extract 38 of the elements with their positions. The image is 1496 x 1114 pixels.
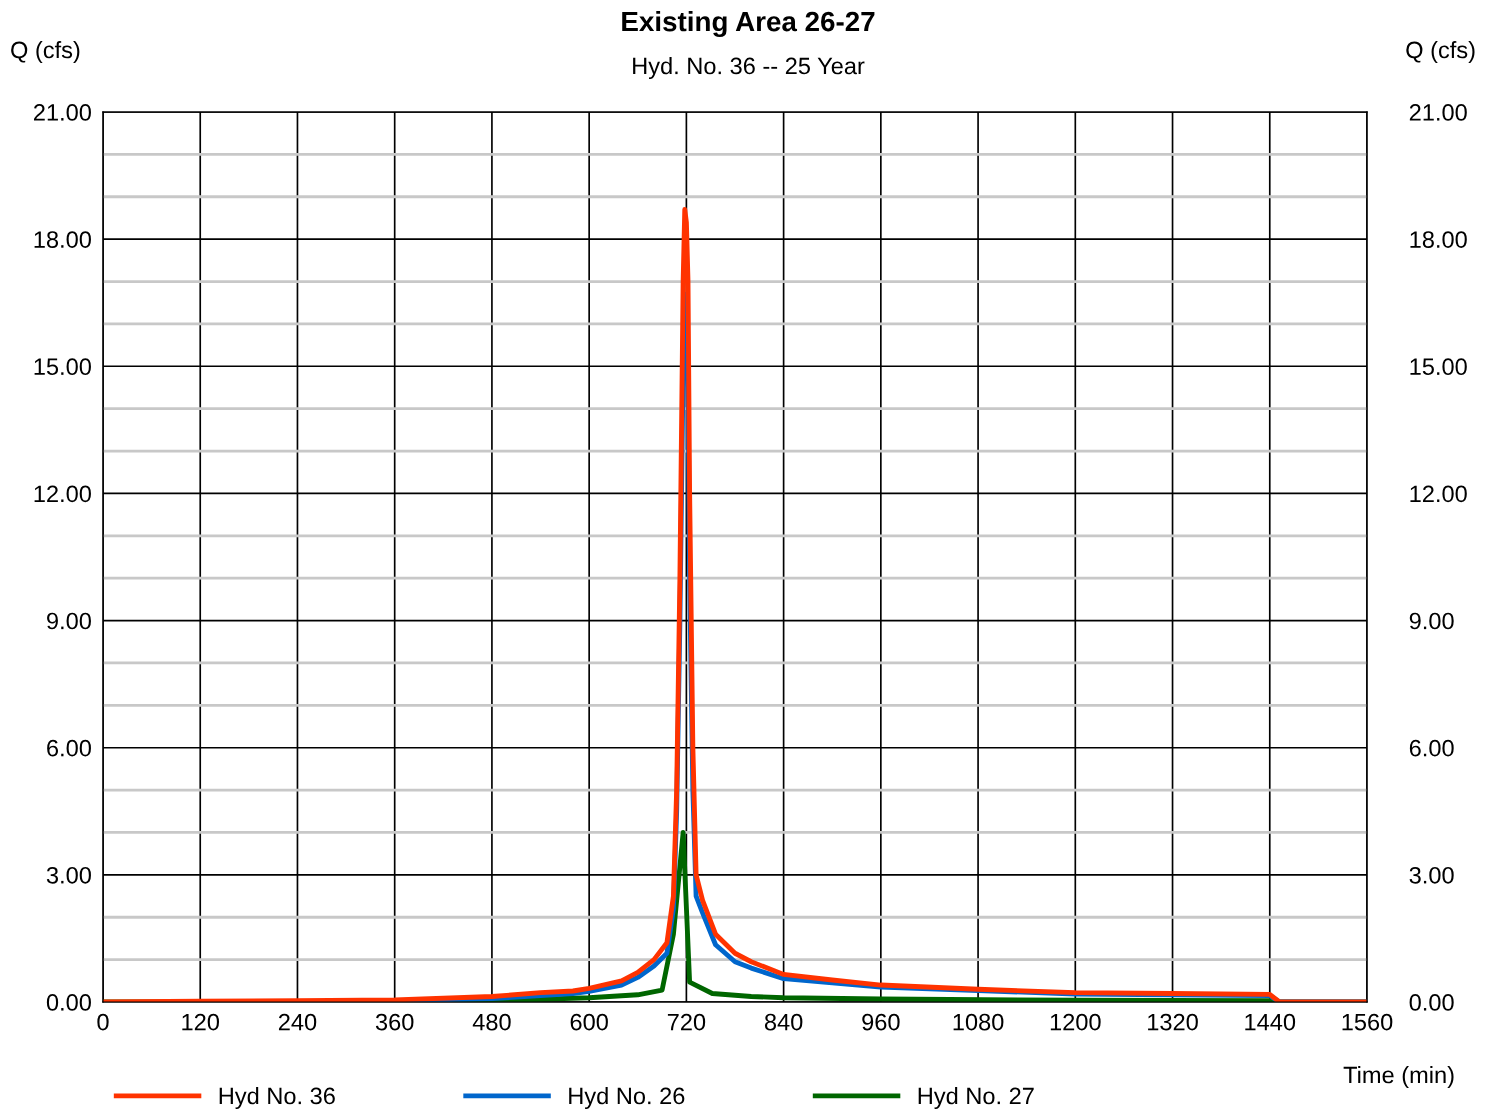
chart-subtitle: Hyd. No. 36 -- 25 Year	[633, 57, 865, 79]
y-tick-label: 6.00	[47, 739, 91, 757]
y-tick-label: 3.00	[46, 866, 91, 884]
y-axis-title: Q (cfs)	[11, 41, 80, 63]
x-tick-label: 480	[472, 1013, 511, 1031]
y2-tick-label: 9.00	[1409, 612, 1454, 630]
y2-tick-label: 6.00	[1409, 739, 1454, 757]
x-tick-label: 840	[764, 1013, 803, 1031]
y-tick-label: 21.00	[34, 104, 91, 121]
y2-tick-label: 21.00	[1409, 104, 1467, 121]
y2-tick-label: 3.00	[1409, 866, 1454, 884]
y-tick-label: 18.00	[34, 231, 91, 248]
y2-tick-label: 18.00	[1410, 231, 1467, 248]
chart-title: Existing Area 26-27	[622, 10, 875, 38]
x-tick-label: 1200	[1050, 1013, 1101, 1031]
y-tick-label: 9.00	[47, 612, 91, 630]
y-tick-label: 15.00	[34, 358, 91, 376]
y-tick-label: 0.00	[46, 994, 91, 1011]
x-tick-label: 1440	[1245, 1013, 1296, 1031]
x-tick-label: 1560	[1342, 1013, 1393, 1031]
y-tick-label: 12.00	[34, 485, 91, 503]
y2-axis-title: Q (cfs)	[1406, 41, 1475, 63]
x-tick-label: 1080	[953, 1013, 1004, 1031]
x-tick-label: 0	[97, 1013, 109, 1031]
x-tick-label: 1320	[1148, 1013, 1198, 1031]
x-tick-label: 360	[375, 1013, 414, 1031]
x-tick-label: 960	[862, 1013, 900, 1031]
y2-tick-label: 0.00	[1409, 994, 1454, 1011]
x-tick-label: 720	[667, 1013, 706, 1031]
y2-tick-label: 12.00	[1410, 485, 1467, 503]
x-tick-label: 240	[278, 1013, 317, 1031]
legend-label: Hyd No. 27	[918, 1086, 1034, 1110]
x-axis-title: Time (min)	[1343, 1065, 1454, 1088]
x-tick-label: 120	[182, 1013, 220, 1031]
legend-label: Hyd No. 26	[569, 1086, 685, 1110]
x-tick-label: 600	[570, 1013, 608, 1031]
legend-label: Hyd No. 36	[219, 1086, 335, 1110]
y2-tick-label: 15.00	[1410, 358, 1467, 376]
